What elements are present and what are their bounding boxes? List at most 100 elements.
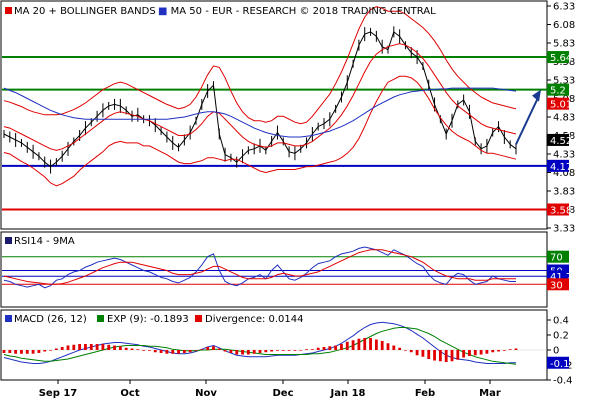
level-badge-label: 5.2 (550, 86, 566, 97)
divergence-bar (212, 346, 215, 350)
x-tick-label: Oct (120, 388, 139, 399)
divergence-bar (182, 350, 186, 353)
divergence-bar (78, 344, 82, 350)
divergence-bar (252, 350, 256, 354)
divergence-bar (427, 350, 431, 359)
divergence-bar (363, 338, 367, 350)
divergence-bar (188, 350, 192, 353)
x-tick-label: Jan 18 (330, 388, 366, 399)
level-badge (547, 203, 569, 216)
x-tick-label: Sep 17 (39, 388, 78, 399)
divergence-bar (450, 350, 454, 362)
divergence-bar (258, 350, 262, 353)
divergence-bar (491, 350, 495, 353)
y-tick-label: 4.08 (553, 168, 575, 179)
divergence-bar (235, 350, 239, 355)
series-line (3, 6, 517, 125)
legend-ma20-label: MA 20 + BOLLINGER BANDS (14, 6, 156, 17)
divergence-bar (369, 338, 372, 350)
divergence-bar (462, 350, 466, 358)
divergence-bar (14, 350, 18, 354)
divergence-bar (223, 350, 227, 352)
level-badge (547, 83, 569, 96)
price-legend: MA 20 + BOLLINGER BANDS ■ MA 50 - EUR - … (5, 6, 436, 17)
series-line (3, 75, 517, 187)
divergence-bar (206, 347, 210, 350)
divergence-bar (497, 350, 500, 352)
y-tick-label: 5.33 (553, 76, 575, 87)
divergence-bar (107, 344, 111, 350)
divergence-bar (130, 348, 134, 350)
level-badge-label: 41.7 (550, 272, 572, 283)
divergence-bar (276, 350, 279, 351)
divergence-bar (514, 348, 518, 350)
divergence-bar (43, 350, 47, 352)
legend-rsi-label: RSI14 - 9MA (14, 236, 75, 247)
divergence-bar (66, 345, 70, 350)
divergence-bar (328, 346, 332, 350)
divergence-bar (113, 345, 116, 350)
x-tick-label: Dec (272, 388, 293, 399)
series-line (3, 327, 517, 365)
level-badge (547, 51, 569, 64)
divergence-bar (31, 350, 35, 354)
level-badge (547, 159, 569, 172)
level-badge-label: 3.58 (550, 206, 572, 217)
level-badge (547, 250, 569, 263)
divergence-bar (305, 349, 308, 350)
divergence-bar (229, 350, 233, 353)
divergence-bar (334, 345, 338, 350)
divergence-bar (159, 350, 163, 353)
legend-exp-label: EXP (9): -0.1893 (107, 314, 189, 325)
series-line (3, 321, 516, 364)
divergence-bar (217, 348, 221, 350)
divergence-bar (20, 350, 23, 354)
rsi-panel-frame (0, 231, 548, 308)
y-tick-label: 5.83 (553, 39, 575, 50)
divergence-bar (200, 349, 204, 350)
divergence-bar (118, 346, 122, 350)
level-badge-label: 4.17 (550, 162, 572, 173)
divergence-bar (357, 338, 361, 350)
divergence-bar (485, 350, 489, 354)
divergence-bar (72, 344, 76, 350)
divergence-bar (153, 350, 157, 353)
divergence-bar (316, 347, 320, 350)
divergence-bar (299, 350, 303, 351)
divergence-bar (171, 350, 175, 354)
projection-arrow-head (532, 89, 541, 102)
divergence-bar (95, 344, 99, 350)
rsi-legend: RSI14 - 9MA (5, 236, 75, 247)
divergence-bar (8, 350, 12, 353)
level-badge-label: 5.01 (550, 100, 572, 111)
divergence-bar (37, 350, 41, 353)
divergence-bar (386, 343, 390, 350)
divergence-bar (508, 349, 512, 350)
level-badge-label: 70 (550, 253, 563, 264)
series-line (3, 246, 516, 289)
projection-arrow-shaft (515, 95, 540, 145)
series-line (3, 249, 516, 285)
level-badge-label: -0.17 (550, 359, 576, 370)
y-tick-label: 4.83 (553, 113, 575, 124)
divergence-bar (165, 350, 169, 354)
legend-swatch-ma20 (5, 7, 12, 14)
y-tick-label: -0.4 (553, 376, 573, 387)
divergence-bar (49, 350, 52, 351)
divergence-bar (142, 350, 146, 351)
divergence-bar (2, 350, 6, 353)
divergence-bar (264, 350, 268, 353)
divergence-bar (415, 350, 419, 356)
level-badge-label: 5.64 (550, 53, 572, 64)
level-badge (547, 97, 569, 110)
divergence-bar (101, 344, 105, 350)
price-panel-frame (0, 0, 548, 230)
divergence-bar (340, 344, 343, 350)
divergence-bar (392, 345, 396, 350)
legend-swatch-rsi (5, 237, 12, 244)
y-tick-label: 3.33 (553, 224, 575, 235)
divergence-bar (473, 350, 477, 356)
y-tick-label: 0.2 (553, 331, 569, 342)
y-tick-label: 6.33 (553, 2, 575, 13)
